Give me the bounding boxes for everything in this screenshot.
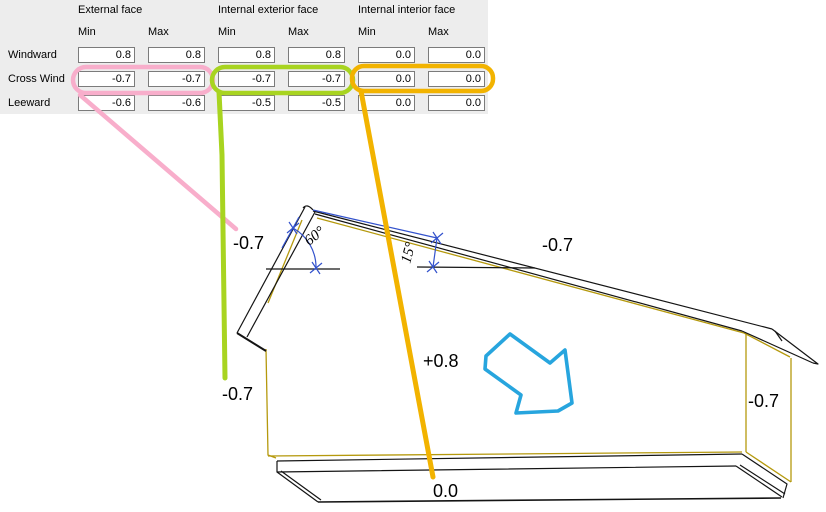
pressure-label-left-roof: -0.7 <box>233 233 264 253</box>
cell-windward-ext-min[interactable]: 0.8 <box>78 47 135 63</box>
dimension-lines <box>281 209 444 275</box>
cell-leeward-intint-max[interactable]: 0.0 <box>428 95 485 111</box>
dim60-tick-top <box>286 221 300 235</box>
dim15-tick-top <box>430 231 444 245</box>
cell-crosswind-intext-min[interactable]: -0.7 <box>218 71 275 87</box>
pressure-label-front-wall: +0.8 <box>423 351 459 371</box>
wind-direction-arrow-icon <box>483 332 574 415</box>
coefficients-panel: External face Internal exterior face Int… <box>0 0 488 114</box>
building-outline <box>236 205 819 503</box>
col-label-min: Min <box>358 26 376 38</box>
slab-left-corner-a <box>276 471 319 503</box>
pressure-label-right-roof: -0.7 <box>542 235 573 255</box>
angle-label-60: 60° <box>302 224 328 250</box>
ridge-cap <box>302 205 314 211</box>
steep-roof-underside-line <box>267 219 303 304</box>
pressure-label-left-wall: -0.7 <box>222 384 253 404</box>
cell-leeward-intint-min[interactable]: 0.0 <box>358 95 415 111</box>
right-roof-underside-line <box>316 217 745 334</box>
steep-roof-outer-line <box>236 206 306 334</box>
callout-highlights <box>70 63 496 480</box>
angle15-baseline <box>416 266 536 269</box>
cell-crosswind-ext-max[interactable]: -0.7 <box>148 71 205 87</box>
left-wall-line <box>265 348 277 459</box>
cell-crosswind-intint-max[interactable]: 0.0 <box>428 71 485 87</box>
overhang-end-cut <box>774 330 783 342</box>
cell-crosswind-intext-max[interactable]: -0.7 <box>288 71 345 87</box>
dim15-tick-bottom <box>426 260 440 274</box>
row-label-leeward: Leeward <box>8 97 51 109</box>
group-label-external: External face <box>78 4 143 16</box>
callout-line-pink <box>77 92 239 232</box>
cell-crosswind-ext-min[interactable]: -0.7 <box>78 71 135 87</box>
cell-leeward-ext-max[interactable]: -0.6 <box>148 95 205 111</box>
pressure-label-base: 0.0 <box>433 481 458 501</box>
angle-label-15: 15° <box>398 241 419 265</box>
group-label-internal-exterior: Internal exterior face <box>218 4 319 16</box>
col-label-max: Max <box>288 26 309 38</box>
cell-leeward-intext-min[interactable]: -0.5 <box>218 95 275 111</box>
col-label-max: Max <box>148 26 169 38</box>
cell-windward-intext-max[interactable]: 0.8 <box>288 47 345 63</box>
slab-right-end-edge <box>741 453 788 499</box>
slab-left-corner-b <box>280 470 322 501</box>
steep-roof-inner-line <box>246 211 316 338</box>
row-label-cross-wind: Cross Wind <box>8 73 65 85</box>
col-label-max: Max <box>428 26 449 38</box>
cell-windward-intint-max[interactable]: 0.0 <box>428 47 485 63</box>
row-label-windward: Windward <box>8 49 57 61</box>
callout-line-orange <box>358 88 436 480</box>
structure-olive-lines <box>265 217 792 483</box>
right-roof-top-line <box>312 210 773 330</box>
slab-right-corner-b <box>739 464 786 495</box>
dim60-extension <box>281 216 300 249</box>
right-roof-bottom-line <box>314 213 743 332</box>
dim15-extension <box>312 209 438 239</box>
steep-roof-eave-cut <box>236 332 267 352</box>
group-label-internal-interior: Internal interior face <box>358 4 456 16</box>
slab-top-back-edge <box>276 453 743 462</box>
right-wall-bottom-edge <box>745 451 792 483</box>
slab-right-corner-a <box>735 465 783 498</box>
dim15-drop <box>432 237 438 268</box>
cell-windward-intint-min[interactable]: 0.0 <box>358 47 415 63</box>
right-wall-top-edge <box>743 332 791 358</box>
overhang-end-line <box>771 328 819 365</box>
dim60-tick-bottom <box>309 261 323 275</box>
front-wall-bottom-edge <box>267 451 743 457</box>
pressure-label-right-wall: -0.7 <box>748 391 779 411</box>
cell-windward-intext-min[interactable]: 0.8 <box>218 47 275 63</box>
callout-line-green <box>216 89 228 381</box>
cell-crosswind-intint-min[interactable]: 0.0 <box>358 71 415 87</box>
slab-top-front-edge <box>276 461 737 473</box>
overhang-underside <box>741 330 814 364</box>
dim60-arc <box>292 227 317 269</box>
slab-bottom-edge <box>317 497 782 503</box>
cell-leeward-intext-max[interactable]: -0.5 <box>288 95 345 111</box>
cell-windward-ext-max[interactable]: 0.8 <box>148 47 205 63</box>
cell-leeward-ext-min[interactable]: -0.6 <box>78 95 135 111</box>
col-label-min: Min <box>78 26 96 38</box>
col-label-min: Min <box>218 26 236 38</box>
